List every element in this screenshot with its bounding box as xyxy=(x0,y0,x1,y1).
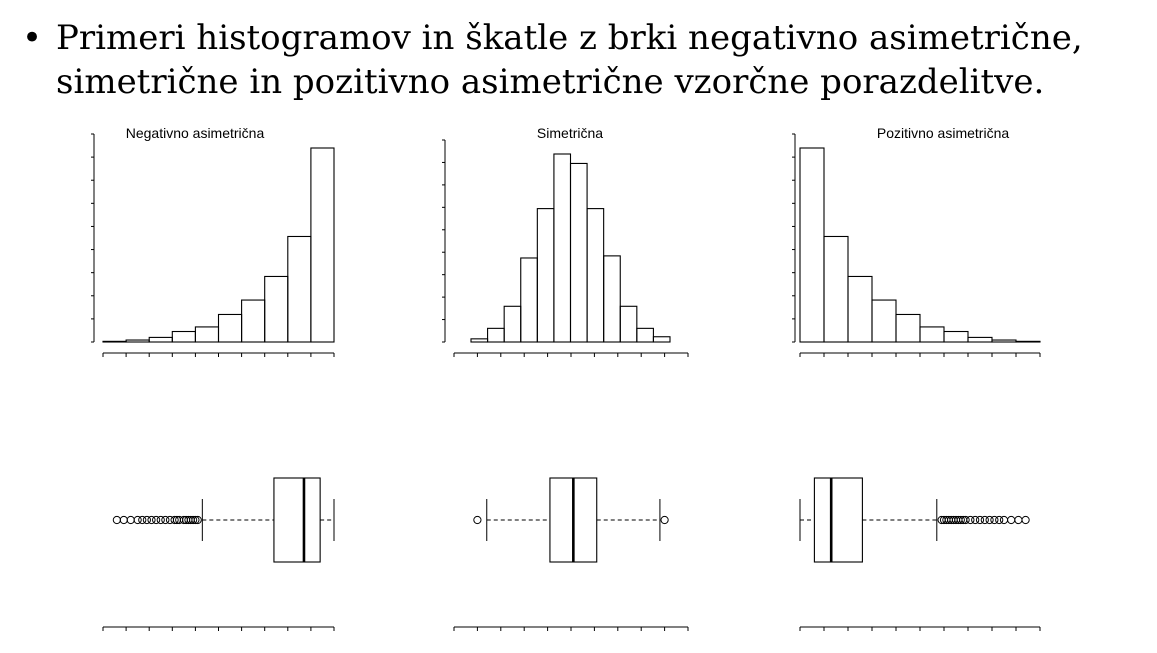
boxplot-outlier-point xyxy=(473,515,482,525)
histogram-bar xyxy=(895,313,921,343)
histogram-title: Pozitivno asimetrična xyxy=(877,125,1009,141)
histogram-bar xyxy=(847,275,873,343)
boxplot-outlier-point xyxy=(1014,515,1023,525)
histogram-bar xyxy=(553,153,572,343)
boxplot-outlier-point xyxy=(980,515,989,525)
boxplot-outlier-point xyxy=(170,515,179,525)
histogram-bar xyxy=(603,255,621,343)
boxplot-outlier-point xyxy=(193,515,202,525)
bullet-icon: • xyxy=(22,18,43,58)
boxplot-outlier-point xyxy=(999,515,1009,525)
histogram-bar xyxy=(217,313,243,343)
boxplot-outlier-point xyxy=(152,515,161,525)
boxplot-outlier-point xyxy=(956,515,965,525)
histogram-bar xyxy=(619,305,638,343)
histogram-bar xyxy=(470,338,489,343)
boxplot-outlier-point xyxy=(660,515,669,525)
histogram-bar xyxy=(241,299,266,343)
boxplot-outlier-point xyxy=(1007,515,1016,525)
histogram-bar xyxy=(1015,340,1041,343)
histogram-bar xyxy=(194,326,220,343)
boxplot-outlier-point xyxy=(138,515,147,525)
boxplot-outlier-point xyxy=(126,515,135,525)
boxplot-outlier-point xyxy=(188,515,198,525)
histogram-bar xyxy=(148,336,173,343)
histogram-bar xyxy=(636,327,654,343)
histogram-bar xyxy=(264,275,289,343)
boxplot-outlier-point xyxy=(990,515,999,525)
histogram-bar xyxy=(919,326,945,343)
histogram-bar xyxy=(569,162,588,343)
histogram-bar xyxy=(520,257,538,343)
boxplot-outlier-point xyxy=(961,515,970,525)
boxplot-outlier-point xyxy=(133,515,142,525)
histogram-title: Simetrična xyxy=(537,125,603,141)
histogram-title: Negativno asimetrična xyxy=(126,125,265,141)
boxplot-outlier-point xyxy=(156,515,165,525)
boxplot-outlier-point xyxy=(985,515,994,525)
histogram-bar xyxy=(171,330,196,343)
histogram-bar xyxy=(991,339,1017,343)
histogram-bar xyxy=(586,208,605,343)
histogram-bar xyxy=(652,336,671,343)
histogram-bar xyxy=(503,305,522,343)
histogram-bar xyxy=(871,299,897,343)
boxplot-outlier-point xyxy=(966,515,975,525)
boxplot-outlier-point xyxy=(1021,515,1030,525)
boxplot-outlier-point xyxy=(142,515,151,525)
boxplot-outlier-point xyxy=(971,515,980,525)
histogram-bar xyxy=(287,235,312,343)
boxplot-outlier-point xyxy=(147,515,156,525)
boxplot-outlier-point xyxy=(191,515,200,525)
boxplot-box xyxy=(813,477,863,563)
bullet-text: Primeri histogramov in škatle z brki neg… xyxy=(56,18,1083,102)
boxplot-outlier-point xyxy=(112,515,121,525)
histogram-bar xyxy=(823,235,849,343)
boxplot-outlier-point xyxy=(995,515,1004,525)
boxplot-outlier-point xyxy=(975,515,985,525)
histogram-bar xyxy=(536,208,555,343)
boxplot-outlier-point xyxy=(161,515,170,525)
histogram-bar xyxy=(967,336,993,343)
histogram-bar xyxy=(310,147,335,343)
histogram-bar xyxy=(125,339,150,343)
histogram-bar xyxy=(943,330,969,343)
boxplot-outlier-point xyxy=(119,515,128,525)
boxplot-box xyxy=(273,477,321,563)
histogram-bar xyxy=(799,147,825,343)
histogram-bar xyxy=(487,327,505,343)
histogram-bar xyxy=(102,340,127,343)
